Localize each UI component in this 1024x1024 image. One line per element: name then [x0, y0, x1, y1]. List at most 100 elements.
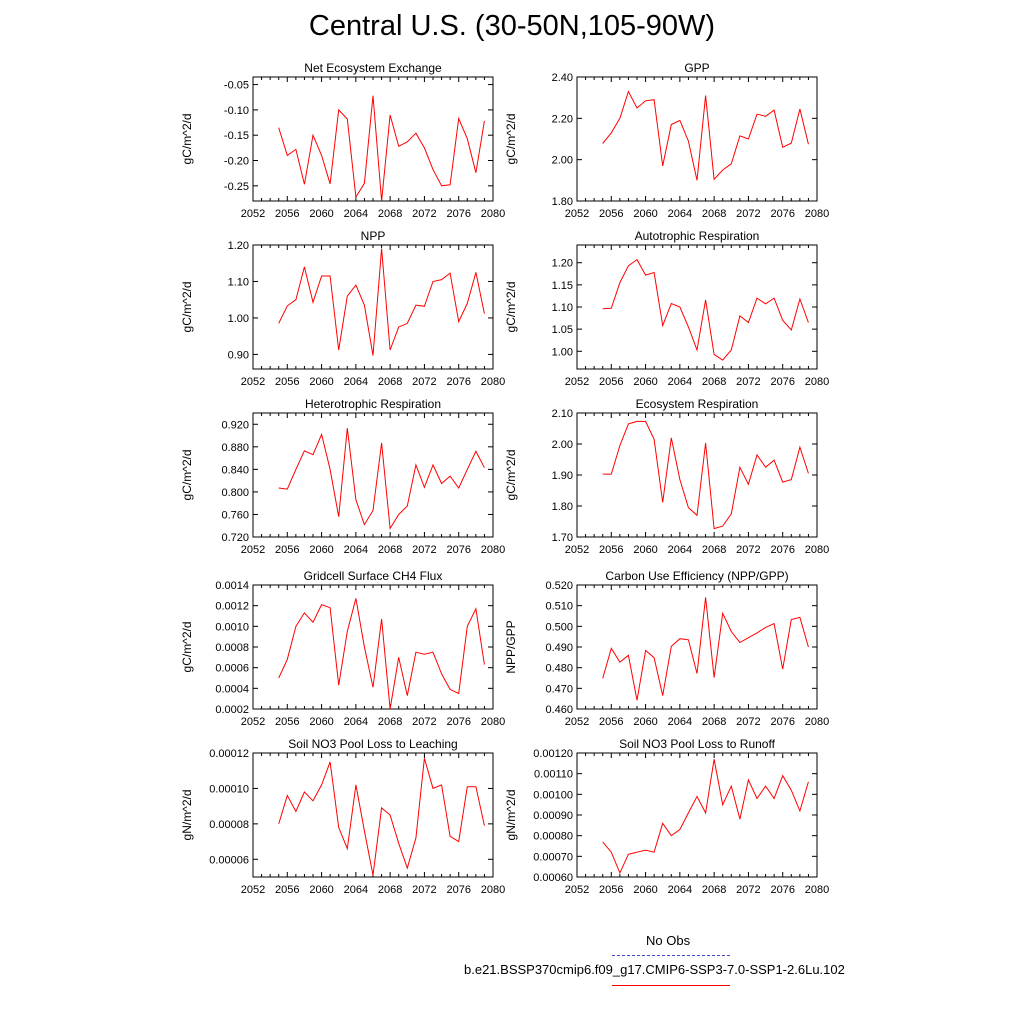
y-tick-label: 1.15 [552, 280, 573, 292]
chart-panel-8: Carbon Use Efficiency (NPP/GPP) NPP/GPP 20… [504, 569, 829, 728]
plot-frame [252, 412, 494, 538]
legend-line-no-obs [612, 955, 730, 956]
x-tick-label: 2068 [378, 544, 402, 556]
series-line [602, 597, 809, 701]
plot-frame [576, 752, 818, 878]
series-line [278, 248, 485, 356]
chart-panel-7: Gridcell Surface CH4 Flux gC/m^2/d 2052 205… [180, 569, 505, 728]
x-tick-label: 2052 [565, 716, 589, 728]
chart-title: Net Ecosystem Exchange [304, 61, 442, 75]
y-tick-label: 0.0014 [215, 580, 249, 592]
y-tick-label: 0.840 [221, 464, 249, 476]
x-tick-label: 2060 [633, 884, 657, 896]
x-tick-label: 2064 [344, 544, 368, 556]
x-tick-label: 2052 [565, 208, 589, 220]
chart-panel-5: Heterotrophic Respiration gC/m^2/d 2052 205… [180, 397, 505, 556]
x-tick-label: 2068 [702, 376, 726, 388]
y-axis-label: gC/m^2/d [504, 450, 518, 501]
x-tick-label: 2072 [736, 716, 760, 728]
x-tick-label: 2056 [275, 376, 299, 388]
y-tick-label: 0.00080 [533, 831, 573, 843]
y-tick-label: 0.480 [545, 663, 573, 675]
x-tick-label: 2076 [770, 716, 794, 728]
x-tick-label: 2080 [805, 208, 829, 220]
chart-title: Soil NO3 Pool Loss to Runoff [619, 737, 776, 751]
y-tick-label: 0.00060 [533, 872, 573, 884]
plot-frame [576, 412, 818, 538]
x-tick-label: 2068 [378, 208, 402, 220]
legend-label-no-obs: No Obs [646, 933, 691, 948]
y-tick-label: 2.20 [552, 113, 573, 125]
x-tick-label: 2064 [344, 376, 368, 388]
y-tick-label: 0.460 [545, 704, 573, 716]
x-tick-label: 2056 [275, 716, 299, 728]
x-tick-label: 2064 [668, 884, 692, 896]
series-line [602, 420, 809, 530]
y-tick-label: 0.500 [545, 621, 573, 633]
y-tick-label: 0.00110 [534, 769, 573, 781]
chart-title: Autotrophic Respiration [635, 229, 760, 243]
y-tick-label: 1.70 [552, 532, 573, 544]
x-tick-label: 2056 [599, 544, 623, 556]
y-tick-label: 0.520 [545, 580, 573, 592]
x-tick-label: 2064 [668, 716, 692, 728]
y-tick-label: 1.00 [228, 313, 249, 325]
y-tick-label: 0.880 [221, 442, 249, 454]
y-tick-label: 0.00008 [209, 819, 249, 831]
y-tick-label: 0.0004 [215, 683, 249, 695]
x-tick-label: 2072 [736, 544, 760, 556]
y-tick-label: -0.05 [224, 80, 249, 92]
x-tick-label: 2064 [668, 544, 692, 556]
x-tick-label: 2072 [412, 884, 436, 896]
y-tick-label: 0.470 [545, 683, 573, 695]
y-tick-label: 0.760 [221, 509, 249, 521]
chart-panel-1: Net Ecosystem Exchange gC/m^2/d 2052 2056 20… [180, 61, 505, 220]
y-tick-label: -0.15 [224, 130, 249, 142]
legend-label-model-run: b.e21.BSSP370cmip6.f09_g17.CMIP6-SSP3-7.… [464, 962, 845, 977]
x-tick-label: 2056 [275, 884, 299, 896]
x-tick-label: 2076 [770, 376, 794, 388]
x-tick-label: 2068 [378, 716, 402, 728]
chart-panel-4: Autotrophic Respiration gC/m^2/d 2052 2056 2… [504, 229, 829, 388]
y-axis-label: NPP/GPP [504, 620, 518, 673]
y-tick-label: 1.00 [552, 346, 573, 358]
series-line [278, 758, 485, 876]
x-tick-label: 2068 [378, 376, 402, 388]
x-tick-label: 2076 [446, 884, 470, 896]
chart-panel-2: GPP gC/m^2/d 2052 2056 2060 2064 2068 2072 2076 2… [504, 61, 829, 220]
x-tick-label: 2080 [805, 544, 829, 556]
y-tick-label: 0.00070 [533, 851, 573, 863]
y-tick-label: 0.0008 [215, 642, 249, 654]
series-line [602, 90, 809, 181]
chart-title: GPP [684, 61, 709, 75]
x-tick-label: 2072 [736, 208, 760, 220]
x-tick-label: 2072 [736, 884, 760, 896]
y-axis-label: gC/m^2/d [180, 450, 194, 501]
y-tick-label: 1.10 [552, 302, 573, 314]
y-axis-label: gN/m^2/d [180, 790, 194, 841]
chart-title: Ecosystem Respiration [636, 397, 759, 411]
x-tick-label: 2056 [275, 208, 299, 220]
legend-line-model-run [612, 985, 730, 986]
y-tick-label: 0.00120 [533, 748, 573, 760]
y-axis-label: gC/m^2/d [180, 622, 194, 673]
x-tick-label: 2076 [446, 208, 470, 220]
x-tick-label: 2052 [241, 376, 265, 388]
y-axis-label: gC/m^2/d [504, 282, 518, 333]
x-tick-label: 2060 [309, 208, 333, 220]
x-tick-label: 2060 [633, 544, 657, 556]
y-tick-label: -0.10 [224, 105, 249, 117]
x-tick-label: 2052 [241, 884, 265, 896]
x-tick-label: 2056 [599, 376, 623, 388]
y-tick-label: -0.25 [224, 181, 249, 193]
x-tick-label: 2068 [702, 716, 726, 728]
x-tick-label: 2080 [481, 716, 505, 728]
series-line [602, 258, 809, 361]
y-tick-label: -0.20 [224, 156, 249, 168]
chart-title: NPP [361, 229, 386, 243]
y-tick-label: 0.800 [221, 487, 249, 499]
y-axis-label: gN/m^2/d [504, 790, 518, 841]
x-tick-label: 2060 [309, 716, 333, 728]
x-tick-label: 2056 [599, 208, 623, 220]
